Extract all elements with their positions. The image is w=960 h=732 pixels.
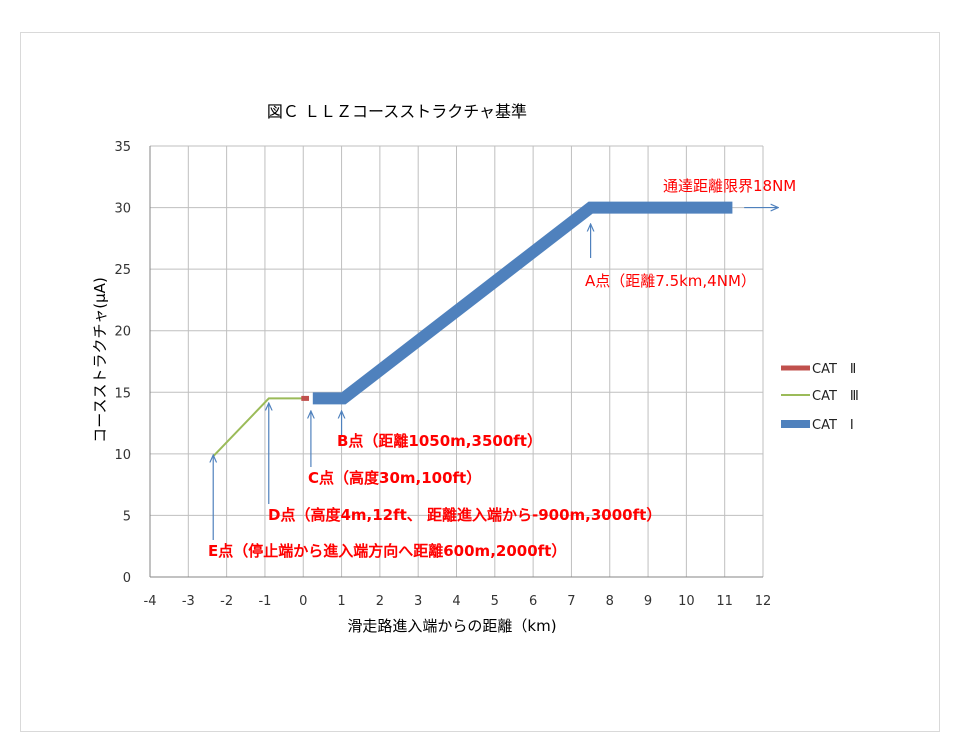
x-tick-label: 3 [414,594,422,609]
y-tick-label: 20 [114,325,131,340]
x-axis-label: 滑走路進入端からの距離（km) [347,617,556,635]
x-tick-label: 0 [299,594,307,609]
annotation-label: A点（距離7.5km,4NM） [585,272,756,290]
y-tick-label: 25 [114,263,131,278]
legend-entry: CAT Ⅰ [812,418,854,433]
y-tick-label: 10 [114,448,131,463]
y-tick-label: 15 [114,386,131,401]
x-tick-label: 11 [716,594,733,609]
annotation-label: E点（停止端から進入端方向へ距離600m,2000ft） [208,542,566,560]
series-line-1 [212,397,306,457]
legend-entry: CAT Ⅱ [812,362,856,377]
x-tick-label: 6 [529,594,537,609]
annotation-label: 通達距離限界18NM [663,177,796,195]
x-tick-label: 12 [755,594,772,609]
y-axis-label: コースストラクチャ(μA) [91,277,109,443]
annotation-label: B点（距離1050m,3500ft） [337,432,542,450]
x-tick-label: 5 [491,594,499,609]
x-tick-label: 2 [376,594,384,609]
x-tick-label: 10 [678,594,695,609]
x-tick-label: 9 [644,594,652,609]
chart-title: 図Ｃ ＬＬＺコースストラクチャ基準 [267,102,527,121]
x-tick-label: 7 [567,594,575,609]
annotation-label: C点（高度30m,100ft） [308,469,481,487]
x-tick-label: -4 [144,594,157,609]
y-tick-label: 35 [114,140,131,155]
y-tick-label: 30 [114,202,131,217]
x-tick-label: 8 [606,594,614,609]
x-tick-label: 1 [337,594,345,609]
x-tick-label: -3 [182,594,195,609]
x-tick-label: 4 [452,594,460,609]
annotation-label: D点（高度4m,12ft、 距離進入端から-900m,3000ft） [268,506,661,524]
y-tick-label: 5 [123,509,131,524]
legend-entry: CAT Ⅲ [812,389,859,404]
x-tick-label: -2 [220,594,233,609]
x-tick-label: -1 [258,594,271,609]
series-line-2 [312,201,733,405]
y-tick-label: 0 [123,571,131,586]
